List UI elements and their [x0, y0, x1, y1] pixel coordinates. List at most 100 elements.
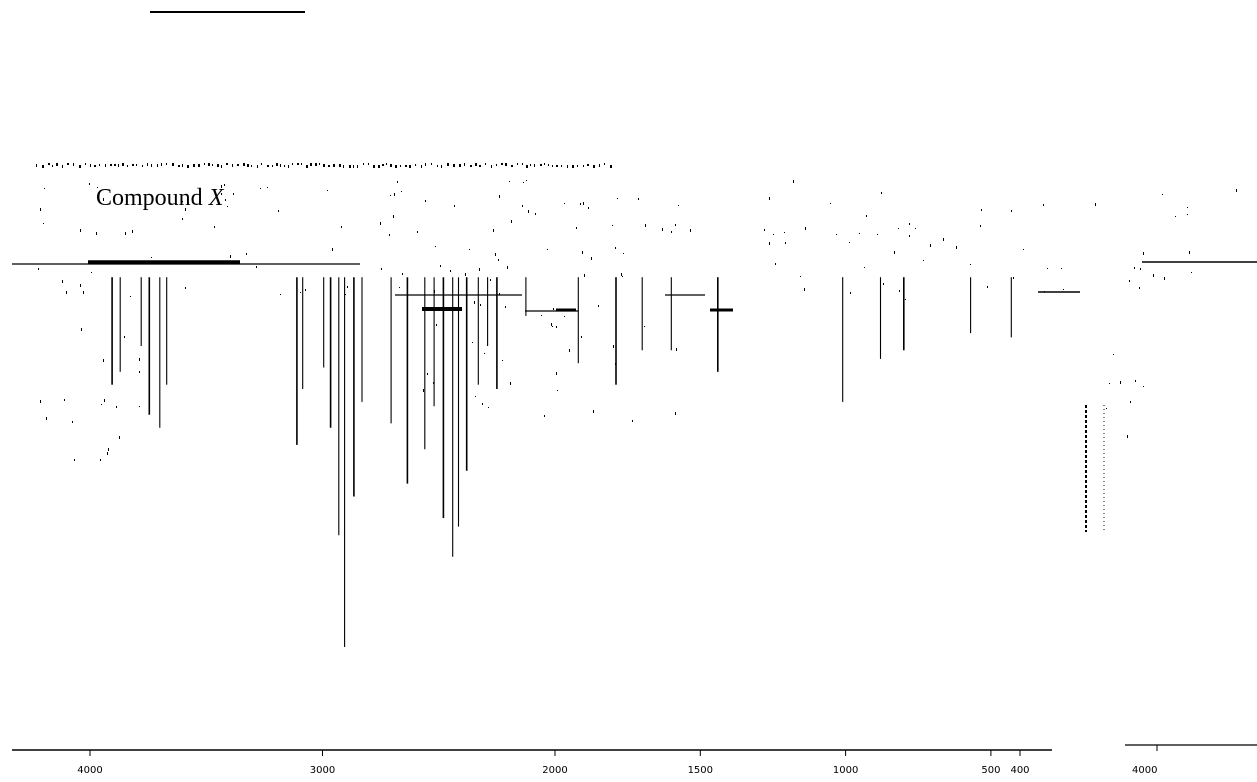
noise-dot	[567, 165, 568, 168]
noise-dot	[328, 165, 330, 167]
noise-dot	[490, 279, 491, 281]
noise-dot	[1127, 435, 1128, 438]
noise-dot	[1236, 189, 1237, 192]
noise-dot	[593, 165, 595, 168]
noise-dot	[73, 163, 74, 166]
noise-dot	[480, 304, 481, 306]
noise-dot	[441, 165, 442, 168]
noise-dot	[472, 342, 473, 343]
noise-dot	[1187, 207, 1188, 208]
noise-dot	[147, 163, 148, 166]
noise-dot	[501, 163, 503, 165]
noise-dot	[859, 233, 860, 234]
noise-dot	[1135, 380, 1136, 382]
noise-dot	[830, 203, 831, 204]
noise-dot	[251, 165, 252, 167]
noise-dot	[440, 265, 441, 267]
x-axis-tick-label: 1000	[833, 765, 858, 776]
noise-dot	[898, 228, 899, 229]
noise-dot	[864, 267, 865, 268]
noise-dot	[784, 232, 785, 233]
noise-dot	[930, 244, 931, 247]
noise-dot	[556, 326, 557, 328]
noise-dot	[899, 290, 900, 292]
noise-dot	[800, 276, 801, 277]
noise-dot	[1175, 216, 1176, 217]
noise-dot	[564, 316, 565, 317]
noise-dot	[678, 205, 679, 206]
noise-dot	[214, 226, 215, 228]
noise-dot	[224, 184, 225, 186]
noise-dot	[866, 215, 867, 217]
noise-dot	[505, 163, 507, 166]
noise-dot	[89, 183, 90, 185]
noise-dot	[572, 165, 574, 168]
noise-dot	[56, 163, 58, 166]
noise-dot	[327, 190, 328, 191]
noise-dot	[400, 165, 401, 167]
noise-dot	[511, 220, 512, 223]
noise-dot	[1095, 203, 1096, 206]
noise-dot	[368, 163, 369, 165]
noise-dot	[437, 165, 438, 167]
noise-dot	[373, 165, 375, 168]
noise-dot	[587, 164, 589, 166]
noise-dot	[417, 231, 418, 233]
noise-dot	[386, 163, 387, 165]
noise-dot	[103, 359, 104, 362]
noise-dot	[547, 249, 548, 250]
noise-dot	[644, 326, 645, 327]
noise-dot	[615, 247, 616, 249]
noise-dot	[454, 205, 455, 207]
x-axis-ticks: 4000 3000 2000 1500 1000 500 400	[77, 750, 1030, 776]
noise-dot	[425, 200, 426, 202]
noise-dot	[221, 185, 222, 188]
noise-dot	[182, 201, 183, 202]
noise-dot	[583, 165, 584, 167]
noise-dot	[104, 399, 105, 402]
noise-dot	[569, 349, 570, 352]
noise-dot	[52, 165, 53, 167]
noise-dot	[96, 232, 97, 235]
noise-dot	[232, 164, 233, 167]
noise-dot	[881, 192, 882, 194]
noise-dot	[671, 231, 672, 233]
noise-dot	[345, 294, 346, 295]
noise-dot	[132, 230, 133, 233]
noise-dot	[382, 164, 384, 166]
noise-dot	[427, 373, 428, 375]
noise-dot	[221, 261, 222, 264]
noise-dot	[118, 164, 119, 167]
noise-dot	[315, 163, 317, 166]
noise-dot	[1106, 408, 1107, 409]
noise-dot	[535, 213, 536, 215]
baseline-group	[12, 260, 1257, 312]
noise-dot	[80, 284, 81, 287]
noise-dot	[632, 420, 633, 422]
noise-dot	[421, 165, 422, 168]
noise-dot	[769, 242, 770, 245]
noise-dot	[246, 253, 247, 255]
x-axis-tick-label: 4000	[77, 765, 102, 776]
noise-dot	[116, 406, 117, 408]
chart-title: Compound X	[96, 185, 225, 211]
noise-dot	[395, 165, 397, 168]
noise-dot	[849, 242, 850, 243]
noise-dot	[80, 229, 81, 232]
noise-dot	[469, 249, 470, 250]
noise-dot	[142, 165, 143, 167]
noise-dot	[488, 407, 489, 408]
noise-dot	[267, 165, 269, 167]
noise-dot	[447, 163, 449, 166]
noise-dot	[894, 251, 895, 254]
noise-dot	[243, 163, 245, 166]
noise-dot	[582, 251, 583, 254]
noise-dot	[341, 226, 342, 228]
noise-dot	[987, 286, 988, 288]
noise-dot	[425, 163, 426, 166]
noise-dot	[690, 229, 691, 232]
noise-dot	[805, 227, 806, 230]
noise-dot	[1139, 287, 1140, 289]
noise-dot	[883, 283, 884, 285]
